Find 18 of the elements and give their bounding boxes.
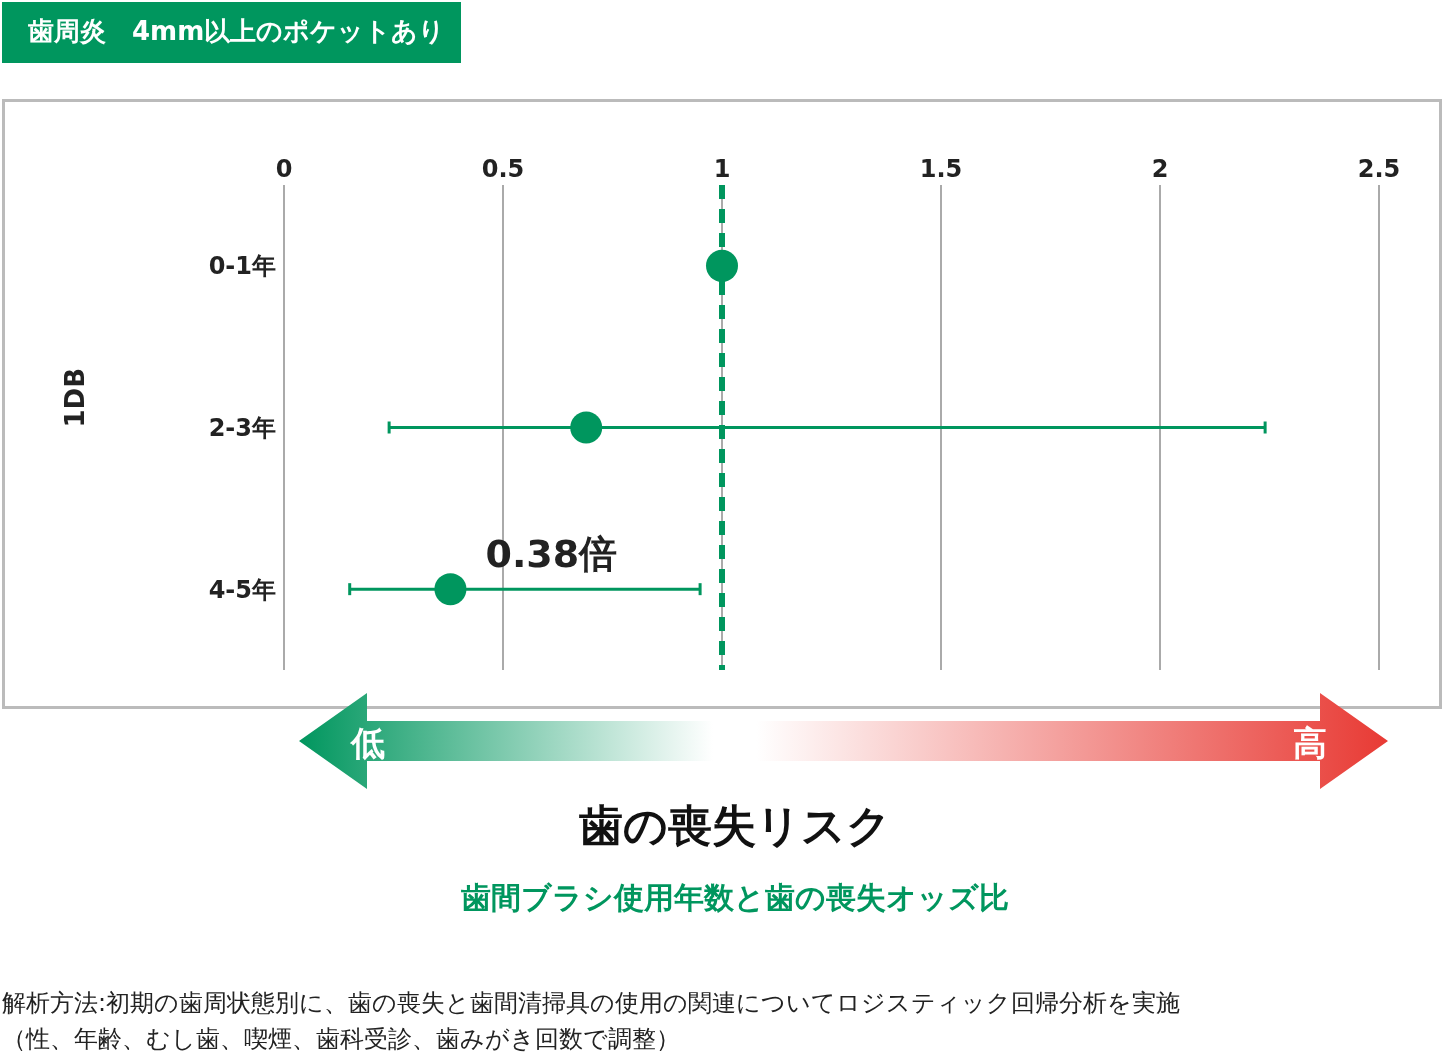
text: 高 <box>1293 723 1327 763</box>
y-axis-title: 1DB <box>60 368 91 428</box>
text: 低 <box>349 723 385 763</box>
x-tick-label: 0.5 <box>481 155 525 183</box>
x-axis-title: 歯の喪失リスク <box>578 799 892 853</box>
x-tick-label: 1.5 <box>919 155 963 183</box>
y-tick-label: 2-3年 <box>208 414 276 443</box>
text: （性、年齢、むし歯、喫煙、歯科受診、歯みがき回数で調整） <box>2 1024 681 1055</box>
annotation: 0.38倍 <box>485 532 618 577</box>
chart-title: 歯周炎 4mm以上のポケットあり <box>2 2 462 63</box>
x-tick-label: 0 <box>275 155 293 183</box>
x-tick-label: 1 <box>713 155 731 183</box>
text: 解析方法:初期の歯周状態別に、歯の喪失と歯間清掃具の使用の関連についてロジスティック回帰分析を実施 <box>2 988 1182 1019</box>
y-tick-label: 0-1年 <box>208 252 276 281</box>
x-tick-label: 2.5 <box>1357 155 1401 183</box>
y-tick-label: 4-5年 <box>208 575 276 604</box>
x-tick-label: 2 <box>1151 155 1169 183</box>
text: 歯間ブラシ使用年数と歯の喪失オッズ比 <box>460 879 1010 917</box>
